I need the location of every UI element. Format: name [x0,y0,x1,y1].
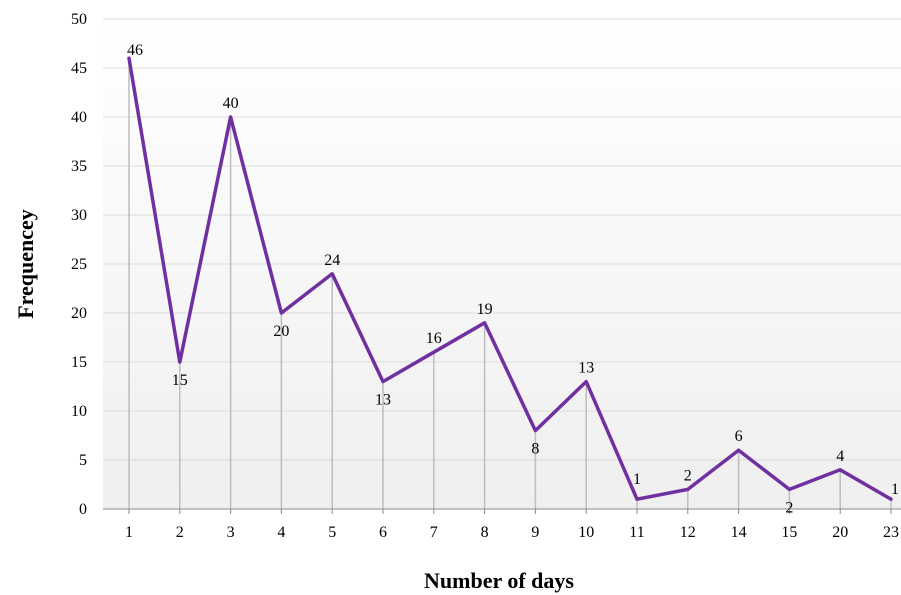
y-tick-label: 5 [79,452,87,469]
x-tick-label: 10 [578,524,594,541]
series-line [127,56,893,501]
y-tick-label: 15 [71,354,87,371]
y-tick-label: 30 [71,207,87,224]
data-label: 24 [324,252,340,269]
y-tick-label: 25 [71,256,87,273]
x-tick-label: 20 [832,524,848,541]
y-tick-label: 40 [71,109,87,126]
y-tick-label: 20 [71,305,87,322]
y-tick-label: 50 [71,11,87,28]
x-tick-label: 1 [125,524,133,541]
x-tick-label: 5 [328,524,336,541]
data-label: 8 [531,441,539,458]
x-tick-label: 14 [731,524,747,541]
data-label: 46 [127,42,143,59]
y-tick-label: 45 [71,60,87,77]
data-label: 1 [891,481,899,498]
x-tick-labels: 1 2 3 4 5 6 7 8 9 10 11 12 14 15 20 23 [125,509,899,541]
x-tick-label: 12 [680,524,696,541]
data-label: 6 [735,428,743,445]
y-tick-labels: 0 5 10 15 20 25 30 35 40 45 50 [71,11,87,518]
x-tick-label: 9 [531,524,539,541]
x-tick-label: 6 [379,524,387,541]
x-tick-label: 11 [629,524,644,541]
data-label: 13 [375,392,391,409]
y-tick-label: 35 [71,158,87,175]
x-tick-label: 23 [883,524,899,541]
data-label: 40 [223,95,239,112]
y-axis-title: Frequencey [13,209,38,319]
data-label: 16 [426,330,442,347]
data-label: 1 [633,471,641,488]
data-label: 20 [273,323,289,340]
data-label: 2 [684,467,692,484]
drop-lines [128,58,892,509]
x-tick-label: 15 [781,524,797,541]
data-label: 2 [785,499,793,516]
x-tick-label: 4 [277,524,285,541]
x-tick-label: 7 [430,524,438,541]
data-label: 19 [477,301,493,318]
x-tick-label: 3 [227,524,235,541]
data-label: 4 [836,448,844,465]
x-tick-label: 8 [481,524,489,541]
data-label: 13 [578,360,594,377]
x-tick-label: 2 [176,524,184,541]
x-axis-title: Number of days [424,568,574,593]
data-label: 15 [172,372,188,389]
y-tick-label: 0 [79,501,87,518]
y-tick-label: 10 [71,403,87,420]
